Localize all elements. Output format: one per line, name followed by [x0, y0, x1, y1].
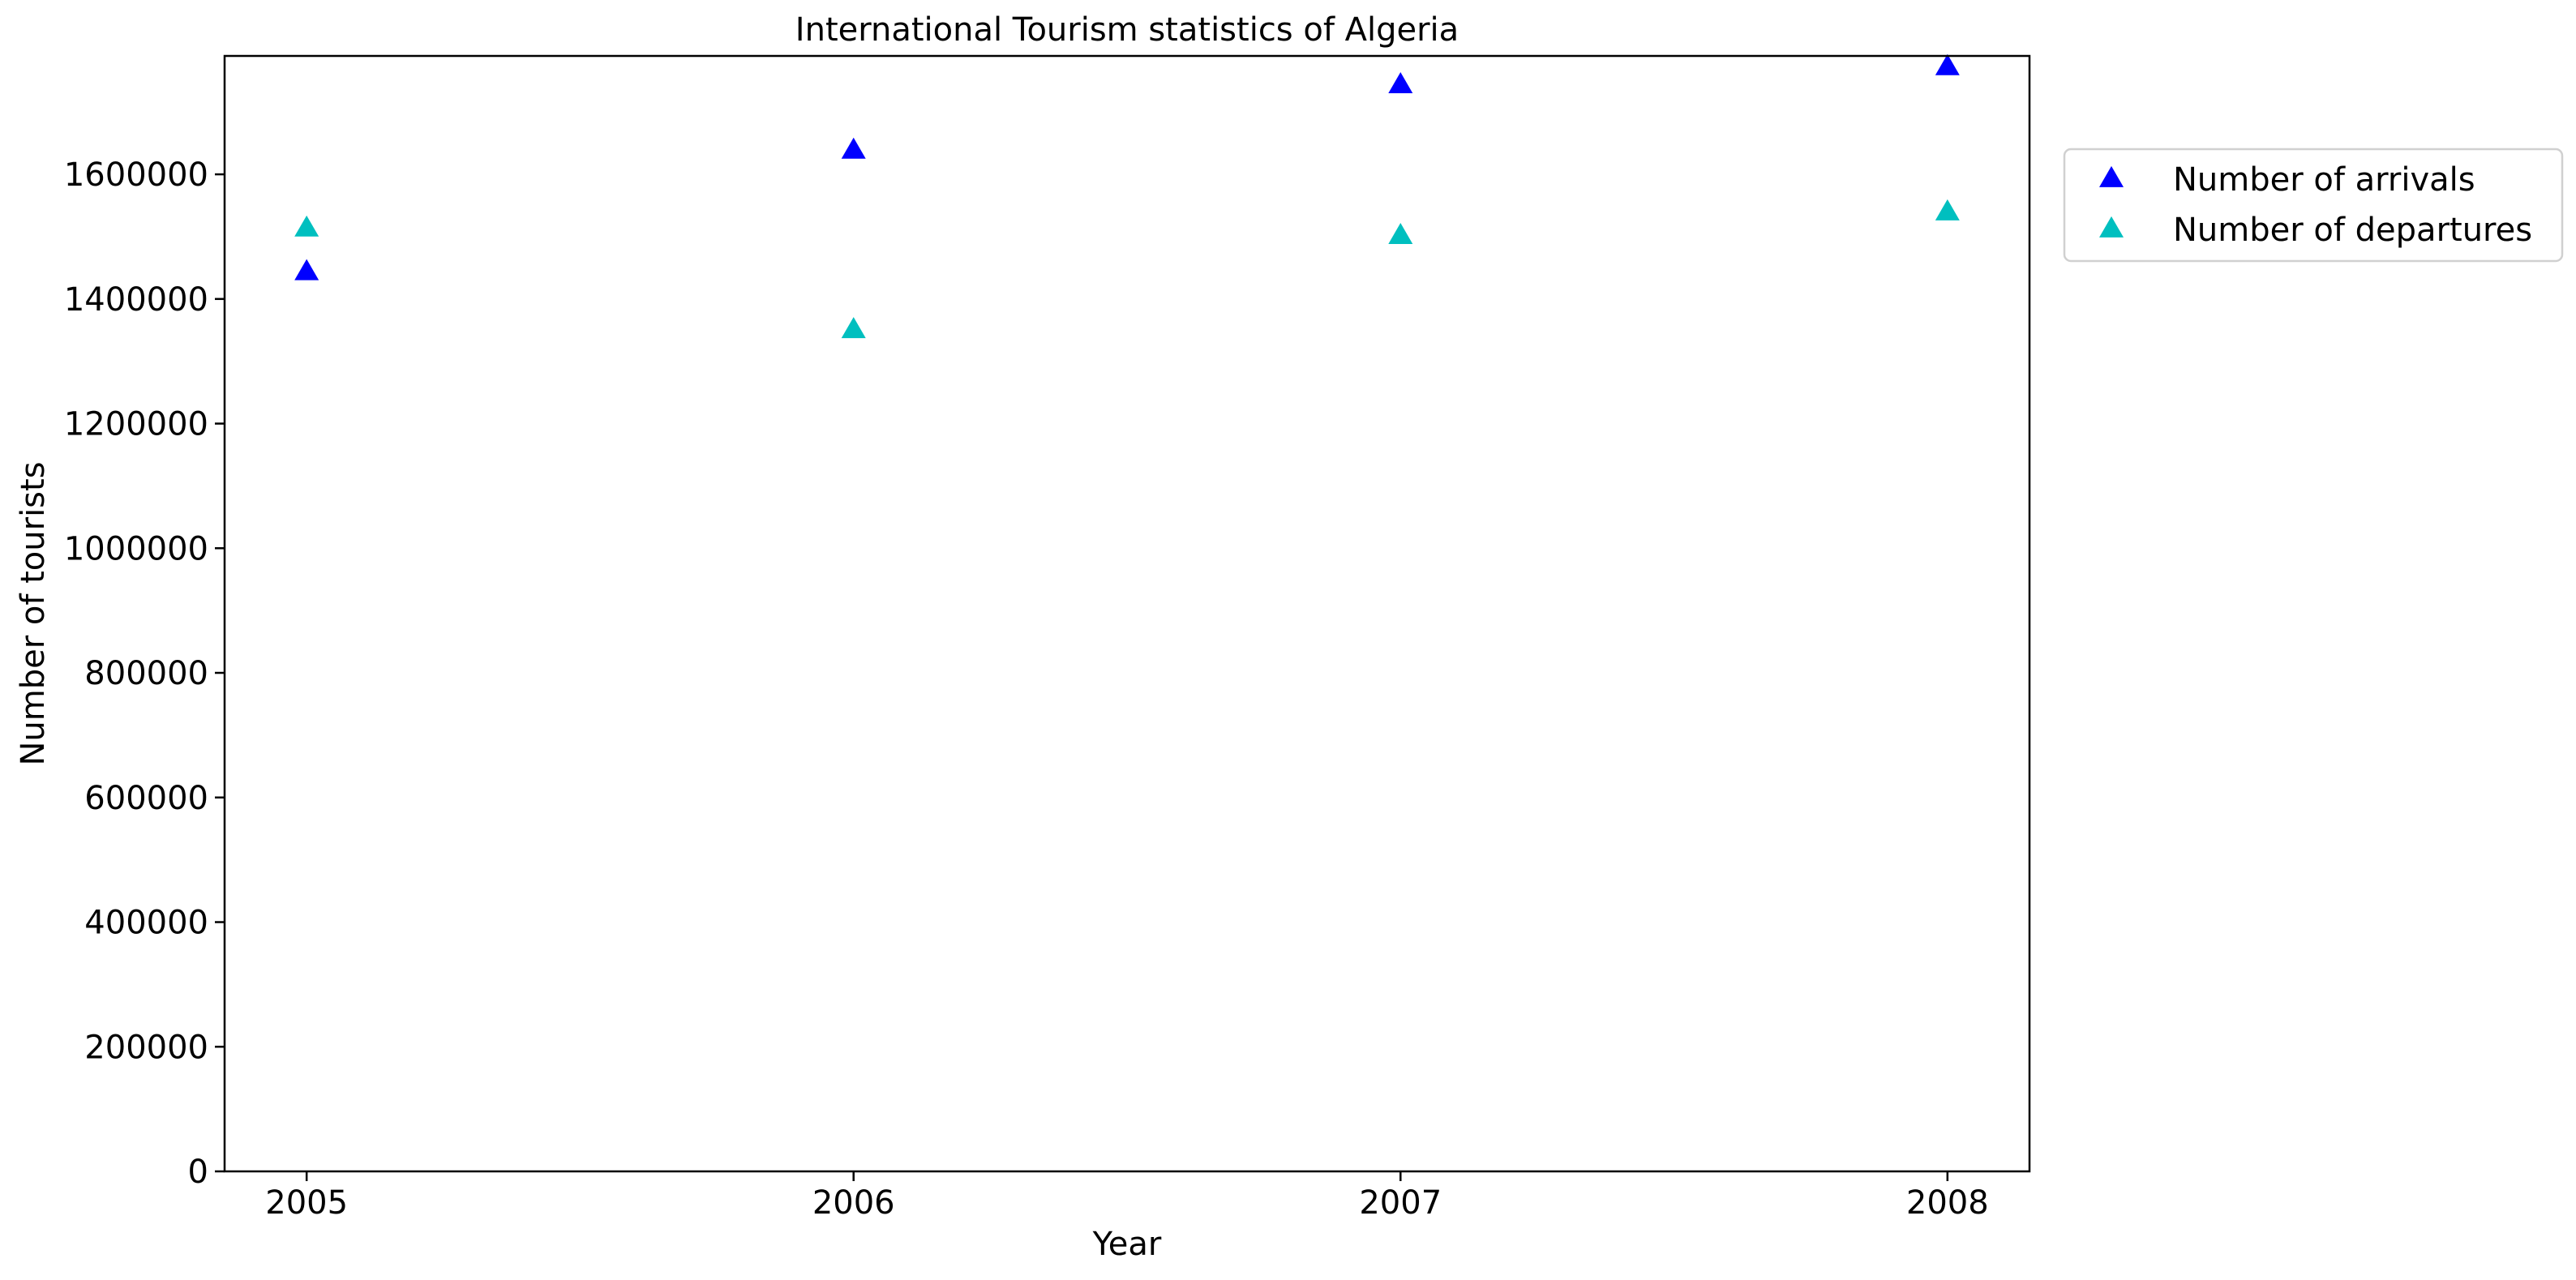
x-axis-label: Year	[1092, 1226, 1162, 1263]
y-tick-label: 1200000	[64, 406, 208, 443]
y-tick-label: 1600000	[64, 156, 208, 194]
chart-title: International Tourism statistics of Alge…	[795, 11, 1459, 49]
x-axis-ticks: 2005 2006 2007 2008	[265, 1171, 1989, 1222]
y-tick-label: 0	[188, 1154, 208, 1191]
data-point-arrivals	[841, 137, 866, 159]
legend-box	[2063, 148, 2564, 263]
y-tick-label: 200000	[84, 1029, 208, 1066]
data-point-departures	[841, 317, 866, 339]
x-tick-label: 2005	[265, 1184, 348, 1222]
y-axis-ticks: 0 200000 400000 600000 800000 1000000 1200000 1…	[64, 156, 225, 1191]
x-tick-label: 2006	[812, 1184, 895, 1222]
legend-marker-icon	[2099, 216, 2124, 238]
data-point-arrivals	[294, 259, 319, 280]
data-point-arrivals	[1388, 72, 1413, 94]
legend-marker-icon	[2099, 165, 2124, 187]
y-tick-label: 400000	[84, 905, 208, 942]
y-tick-label: 800000	[84, 655, 208, 692]
y-tick-label: 1400000	[64, 281, 208, 319]
data-points	[294, 54, 1960, 339]
data-point-departures	[294, 215, 319, 237]
legend-label: Number of departures	[2173, 212, 2532, 249]
data-point-departures	[1388, 223, 1413, 245]
y-tick-label: 600000	[84, 780, 208, 817]
legend-label: Number of arrivals	[2173, 161, 2475, 199]
data-point-arrivals	[1935, 54, 1960, 75]
legend: Number of arrivals Number of departures	[2063, 148, 2564, 263]
x-tick-label: 2008	[1906, 1184, 1989, 1222]
data-point-departures	[1935, 199, 1960, 220]
y-axis-label: Number of tourists	[15, 461, 52, 765]
x-tick-label: 2007	[1359, 1184, 1442, 1222]
plot-area-frame	[223, 54, 2031, 1173]
y-tick-label: 1000000	[64, 530, 208, 567]
